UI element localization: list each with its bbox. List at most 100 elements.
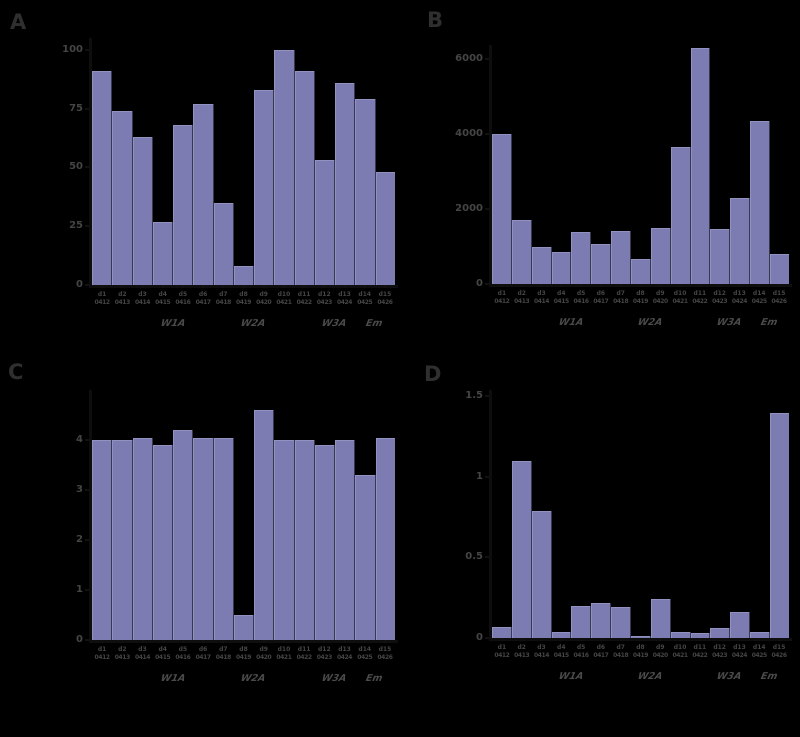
y-tick-label: 50 [69,161,83,173]
plot-area: 0 0.5 1 1.5 d1 0412 d2 0413 d3 0414 d4 0415 d5 0416 d6… [465,390,792,682]
x-tick-label: d9 0420 [650,290,670,306]
x-tick-line2: 0426 [377,299,393,306]
x-tick-line1: d13 [338,646,351,653]
x-tick-mark [363,285,366,288]
y-tick-label: 0 [76,634,83,645]
panel-letter: A [10,10,27,34]
x-tick-mark [121,640,124,643]
y-tick-mark [85,539,89,541]
x-tick-mark [181,285,184,288]
x-tick-label: d5 0416 [571,290,591,306]
bar [314,160,336,285]
x-tick-mark [343,640,346,643]
x-tick-line1: d6 [198,646,208,653]
x-tick-line2: 0413 [114,654,131,661]
x-group-label: W2A [239,318,267,329]
x-tick-label: d8 0419 [631,290,651,306]
x-tick-line2: 0421 [672,298,689,305]
x-tick-line2: 0418 [215,299,232,306]
x-tick-line2: 0420 [652,652,669,659]
x-tick-line2: 0416 [573,298,590,305]
x-tick-line1: d3 [537,644,546,651]
x-tick-line2: 0421 [276,654,292,661]
x-tick-mark [718,284,721,287]
x-tick-label: d4 0415 [551,290,571,306]
x-tick-line2: 0421 [672,652,689,659]
x-tick-label: d4 0415 [551,644,571,660]
bar [112,110,133,285]
x-tick-line2: 0422 [296,654,313,661]
x-group-label: W3A [320,318,348,329]
x-tick-line2: 0412 [494,652,510,659]
x-tick-mark [343,285,346,288]
bar [92,70,113,285]
bar [254,410,275,640]
x-tick-label: d15 0426 [375,291,395,307]
bar [730,612,751,638]
x-tick-line1: d2 [118,646,127,653]
x-tick-line2: 0419 [235,654,252,661]
x-tick-mark [303,285,306,288]
x-tick-line2: 0414 [134,299,151,306]
bar [690,633,711,638]
panel-c: C 0 1 2 3 4 d1 0412 d2 0413 d3 0414 d4 0415 d5 0416 d6 0… [0,352,400,737]
x-tick-mark [619,638,622,641]
bar [132,437,153,640]
bars-group [492,390,789,638]
y-tick-mark [485,283,489,285]
x-tick-line2: 0419 [235,299,252,306]
x-tick-mark [580,284,583,287]
x-tick-line1: d13 [733,644,746,651]
x-tick-line2: 0416 [175,299,191,306]
x-tick-mark [262,640,265,643]
y-tick-mark [85,639,89,641]
x-tick-line2: 0420 [652,298,669,305]
y-tick-label: 6000 [455,53,483,64]
x-tick-label: d13 0424 [730,290,750,306]
x-tick-mark [222,640,225,643]
bar [213,437,234,640]
x-tick-line1: d9 [656,644,665,651]
x-group-label: Em [364,673,384,684]
x-tick-line1: d4 [557,644,566,651]
bar [750,121,771,284]
x-tick-line1: d11 [297,646,311,653]
x-tick-line1: d2 [517,644,526,651]
x-tick-label: d13 0424 [730,644,750,660]
bar [254,89,275,285]
bar [631,636,651,638]
y-tick-label: 4 [76,434,83,445]
x-tick-label: d1 0412 [92,291,112,307]
bar [314,445,336,640]
x-tick-line1: d1 [497,290,507,297]
bar [335,440,356,640]
x-tick-line1: d13 [338,291,351,298]
x-tick-line2: 0413 [514,298,530,305]
y-tick-label: 75 [69,102,83,114]
bar [274,440,295,640]
x-tick-label: d3 0414 [532,644,552,660]
x-tick-line2: 0426 [377,654,393,661]
y-tick-label: 0.5 [465,551,483,563]
x-tick-marks [492,638,789,641]
x-tick-line1: d6 [596,290,606,297]
bar [750,631,771,638]
y-tick-mark [85,166,89,169]
plot-area: 0 2000 4000 6000 d1 0412 d2 0413 d3 0414 d4 0415 d5 0… [455,45,792,328]
x-tick-label: d11 0422 [690,290,710,306]
x-tick-label: d6 0417 [591,290,611,306]
x-tick-label: d10 0421 [274,646,294,662]
bar [233,615,255,640]
bar [611,607,632,638]
bar [193,103,214,285]
x-tick-line1: d8 [636,644,645,651]
x-tick-mark [242,285,245,288]
x-tick-line1: d11 [693,290,707,297]
x-tick-label: d4 0415 [153,646,173,662]
x-tick-label: d1 0412 [92,646,112,662]
x-tick-label: d4 0415 [153,291,173,307]
x-tick-line1: d5 [576,644,586,651]
x-tick-line1: d9 [656,290,665,297]
bar [730,198,751,284]
x-tick-line1: d4 [557,290,566,297]
